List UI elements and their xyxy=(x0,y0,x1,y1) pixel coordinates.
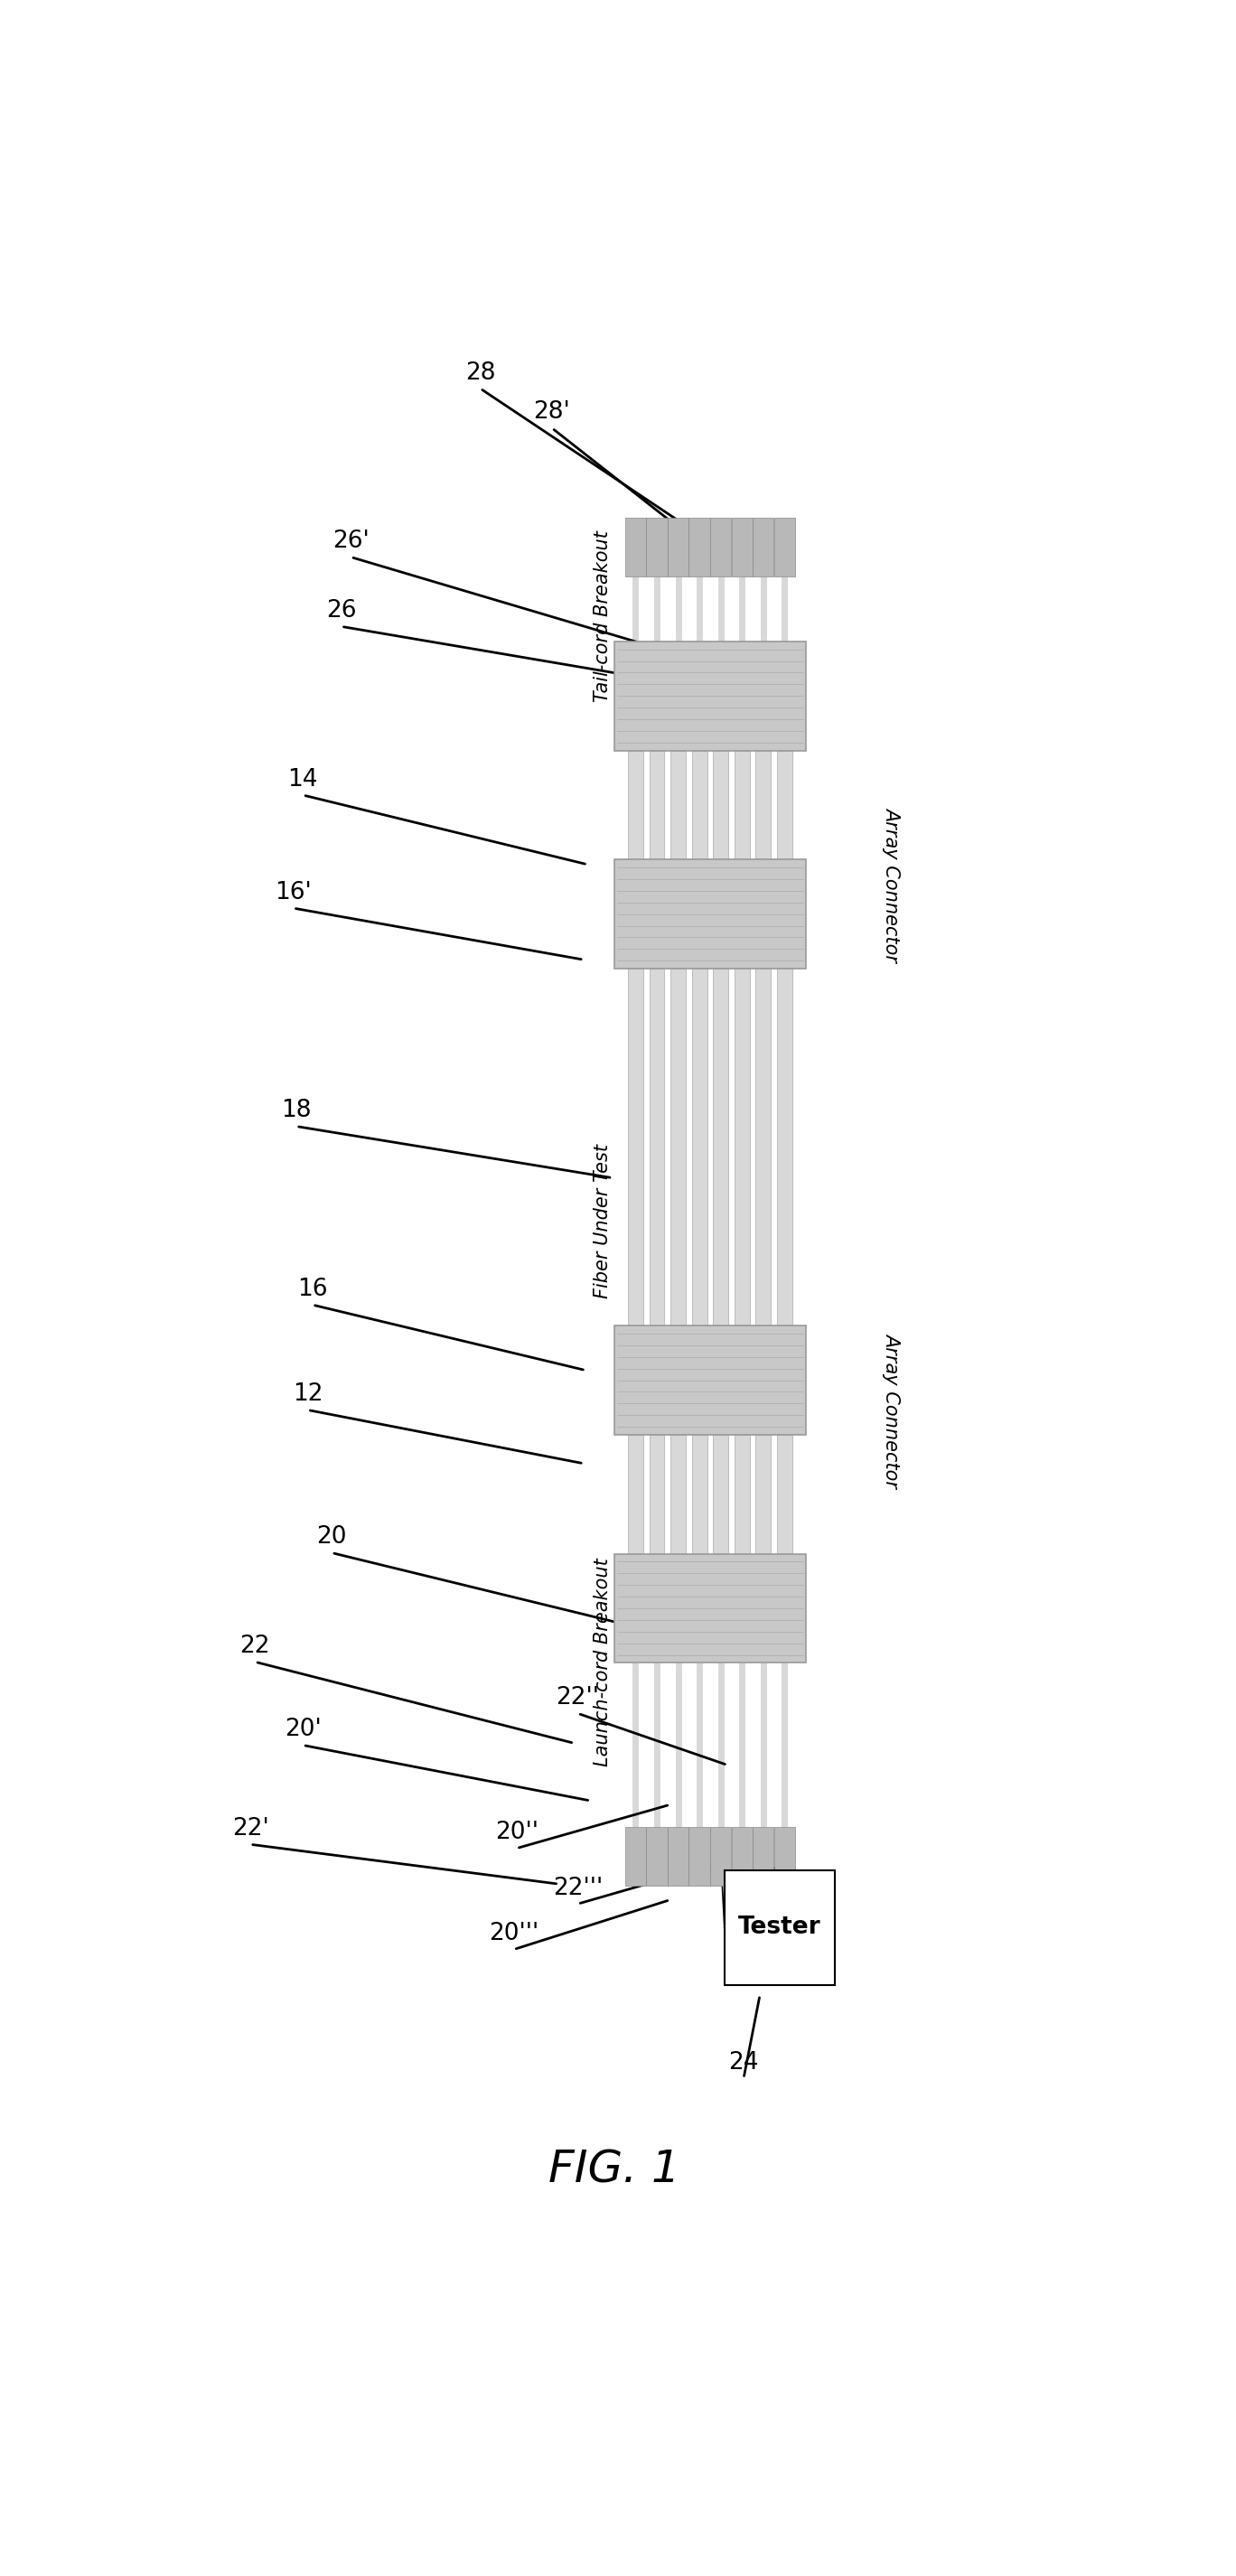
Bar xyxy=(713,969,728,1327)
Bar xyxy=(734,750,750,860)
Bar xyxy=(724,1870,834,1986)
Bar xyxy=(670,969,686,1327)
Text: Fiber Under Test: Fiber Under Test xyxy=(593,1144,612,1298)
Bar xyxy=(732,1826,753,1886)
Text: 12: 12 xyxy=(293,1383,323,1406)
Bar xyxy=(628,750,643,860)
Text: 18: 18 xyxy=(281,1100,311,1123)
Bar xyxy=(649,969,665,1327)
Bar xyxy=(755,1435,771,1553)
Bar xyxy=(692,750,707,860)
Bar xyxy=(646,1826,667,1886)
Text: 16: 16 xyxy=(298,1278,328,1301)
Bar xyxy=(692,1435,707,1553)
Bar xyxy=(614,641,806,750)
Bar xyxy=(777,750,792,860)
Bar xyxy=(667,518,688,577)
Bar xyxy=(628,969,643,1327)
Bar xyxy=(753,1826,774,1886)
Bar xyxy=(732,518,753,577)
Text: 20: 20 xyxy=(316,1525,347,1548)
Text: 20': 20' xyxy=(284,1718,321,1741)
Bar xyxy=(755,969,771,1327)
Text: FIG. 1: FIG. 1 xyxy=(549,2148,680,2192)
Bar xyxy=(649,750,665,860)
Bar xyxy=(628,1435,643,1553)
Bar xyxy=(774,1826,795,1886)
Bar xyxy=(713,1435,728,1553)
Bar xyxy=(734,1435,750,1553)
Text: Tail-cord Breakout: Tail-cord Breakout xyxy=(593,531,612,703)
Text: 14: 14 xyxy=(288,768,318,791)
Bar xyxy=(688,518,709,577)
Bar xyxy=(646,518,667,577)
Bar xyxy=(734,969,750,1327)
Text: Tester: Tester xyxy=(738,1917,821,1940)
Bar xyxy=(614,860,806,969)
Bar xyxy=(713,750,728,860)
Text: Array Connector: Array Connector xyxy=(883,1332,901,1486)
Bar xyxy=(614,1553,806,1664)
Bar xyxy=(777,1435,792,1553)
Bar xyxy=(711,1826,732,1886)
Bar xyxy=(688,1826,709,1886)
Bar xyxy=(625,1826,646,1886)
Bar xyxy=(625,518,646,577)
Text: 22: 22 xyxy=(240,1633,271,1659)
Text: 26': 26' xyxy=(332,531,370,554)
Bar xyxy=(614,1327,806,1435)
Bar xyxy=(670,1435,686,1553)
Bar xyxy=(667,1826,688,1886)
Bar xyxy=(692,969,707,1327)
Bar xyxy=(649,1435,665,1553)
Bar xyxy=(753,518,774,577)
Text: 22'': 22'' xyxy=(556,1687,599,1710)
Text: 28: 28 xyxy=(465,361,496,384)
Bar xyxy=(670,750,686,860)
Bar xyxy=(711,518,732,577)
Text: Launch-cord Breakout: Launch-cord Breakout xyxy=(593,1558,612,1767)
Text: 20'': 20'' xyxy=(494,1821,538,1844)
Text: Array Connector: Array Connector xyxy=(883,806,901,961)
Text: 20''': 20''' xyxy=(488,1922,539,1945)
Text: 26: 26 xyxy=(326,600,356,623)
Text: 22''': 22''' xyxy=(552,1875,603,1901)
Text: 16': 16' xyxy=(274,881,311,904)
Bar xyxy=(777,969,792,1327)
Text: 24: 24 xyxy=(728,2050,759,2074)
Text: 28': 28' xyxy=(534,402,571,425)
Text: 22': 22' xyxy=(232,1816,268,1839)
Bar xyxy=(774,518,795,577)
Bar xyxy=(755,750,771,860)
